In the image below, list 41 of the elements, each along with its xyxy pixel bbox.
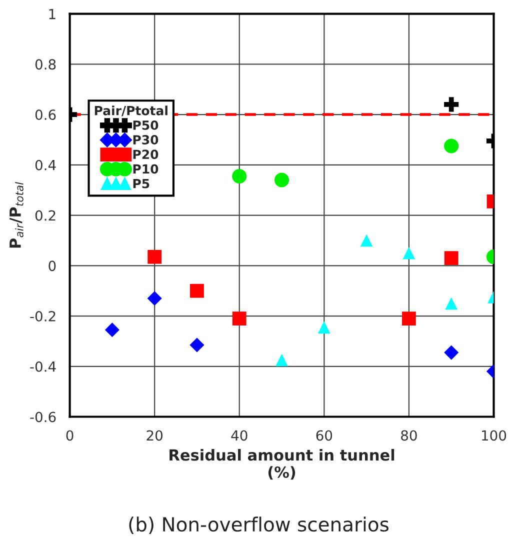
legend-title: Pair/Ptotal <box>94 106 168 116</box>
point <box>360 234 373 247</box>
point <box>104 322 120 338</box>
y-tick-label: -0.6 <box>30 412 56 422</box>
point <box>147 291 162 306</box>
legend-label: P20 <box>133 150 158 160</box>
y-tick-label: 0.4 <box>35 160 56 170</box>
y-tick-label: -0.4 <box>30 361 56 372</box>
point <box>444 345 459 360</box>
y-tick-label: 0.6 <box>35 110 56 120</box>
point <box>190 338 204 352</box>
point <box>445 297 458 310</box>
y-tick-label: 0.8 <box>35 59 56 70</box>
x-tick-label: 100 <box>482 430 506 441</box>
y-tick-label: 1 <box>49 8 56 20</box>
point <box>444 138 459 154</box>
text: (b) Non-overflow scenarios <box>129 516 388 534</box>
x-tick-label: 60 <box>316 430 332 441</box>
x-tick-label: 20 <box>146 430 162 441</box>
point <box>444 251 458 266</box>
y-tick-label: -0.2 <box>30 310 56 322</box>
point <box>318 321 330 334</box>
x-tick-label: 40 <box>231 430 248 441</box>
point <box>274 172 290 188</box>
legend-label: P5 <box>133 179 150 188</box>
point <box>276 354 288 366</box>
point <box>232 168 247 184</box>
x-tick-label: 0 <box>66 430 74 441</box>
legend-label: P10 <box>133 164 158 174</box>
y-tick-label: 0 <box>48 260 56 272</box>
y-axis-title: P$_{air}$/P$_{total}$ <box>10 182 24 248</box>
point <box>232 312 246 326</box>
point <box>148 250 162 264</box>
legend-label: P50 <box>133 120 158 130</box>
x-axis-title: Residual amount in tunnel (%) <box>170 448 394 480</box>
point <box>402 312 416 326</box>
point <box>190 284 204 298</box>
legend-label: P30 <box>133 135 158 145</box>
x-tick-label: 80 <box>401 430 417 441</box>
y-tick-label: 0.2 <box>35 210 56 221</box>
point <box>402 246 416 260</box>
